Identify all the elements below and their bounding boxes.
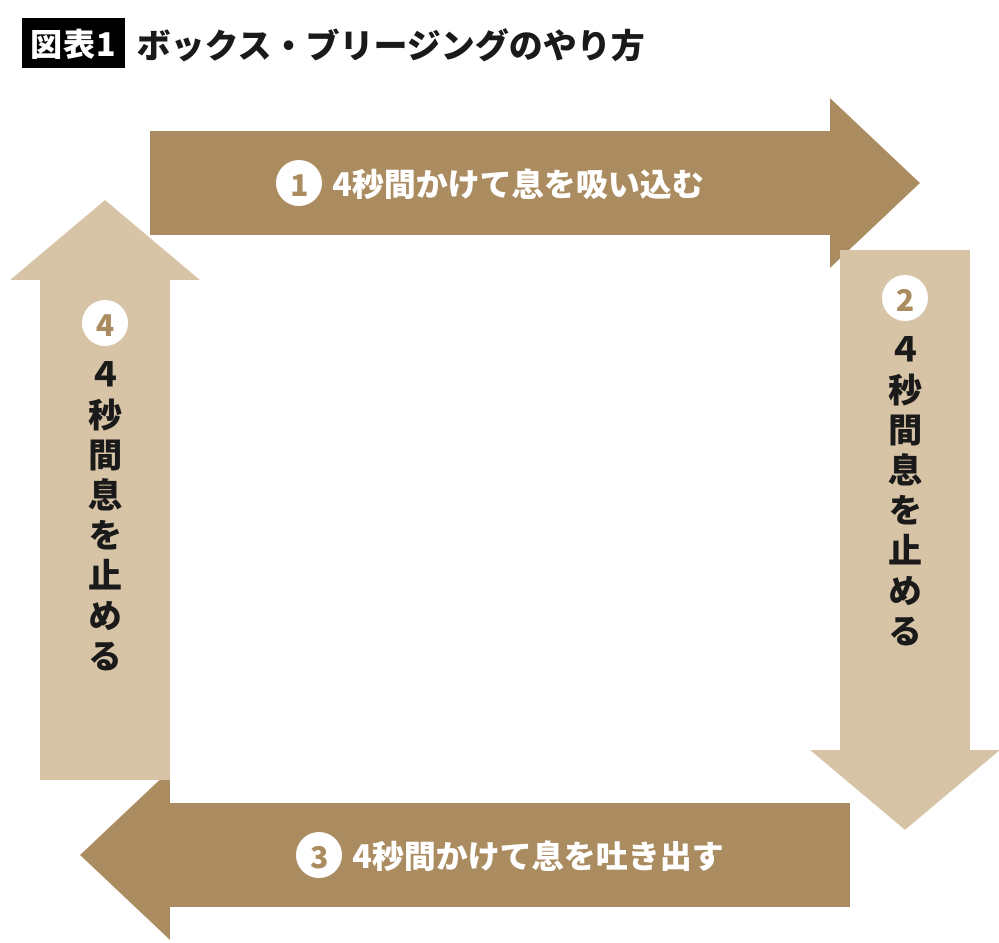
step-right: 2 ４秒間息を止める (840, 275, 970, 651)
step-right-number: 2 (882, 275, 928, 321)
step-left-text: ４秒間息を止める (81, 356, 130, 676)
step-right-text: ４秒間息を止める (881, 331, 930, 651)
step-top-number: 1 (276, 160, 322, 206)
step-left: 4 ４秒間息を止める (40, 300, 170, 676)
step-top: 1 4秒間かけて息を吸い込む (150, 131, 830, 235)
step-bottom-text: 4秒間かけて息を吐き出す (352, 832, 724, 878)
step-top-text: 4秒間かけて息を吸い込む (332, 160, 704, 206)
step-bottom: 3 4秒間かけて息を吐き出す (170, 803, 850, 907)
step-bottom-number: 3 (296, 832, 342, 878)
step-left-number: 4 (82, 300, 128, 346)
box-breathing-diagram: 1 4秒間かけて息を吸い込む 2 ４秒間息を止める 3 4秒間かけて息を吐き出す… (0, 60, 999, 940)
